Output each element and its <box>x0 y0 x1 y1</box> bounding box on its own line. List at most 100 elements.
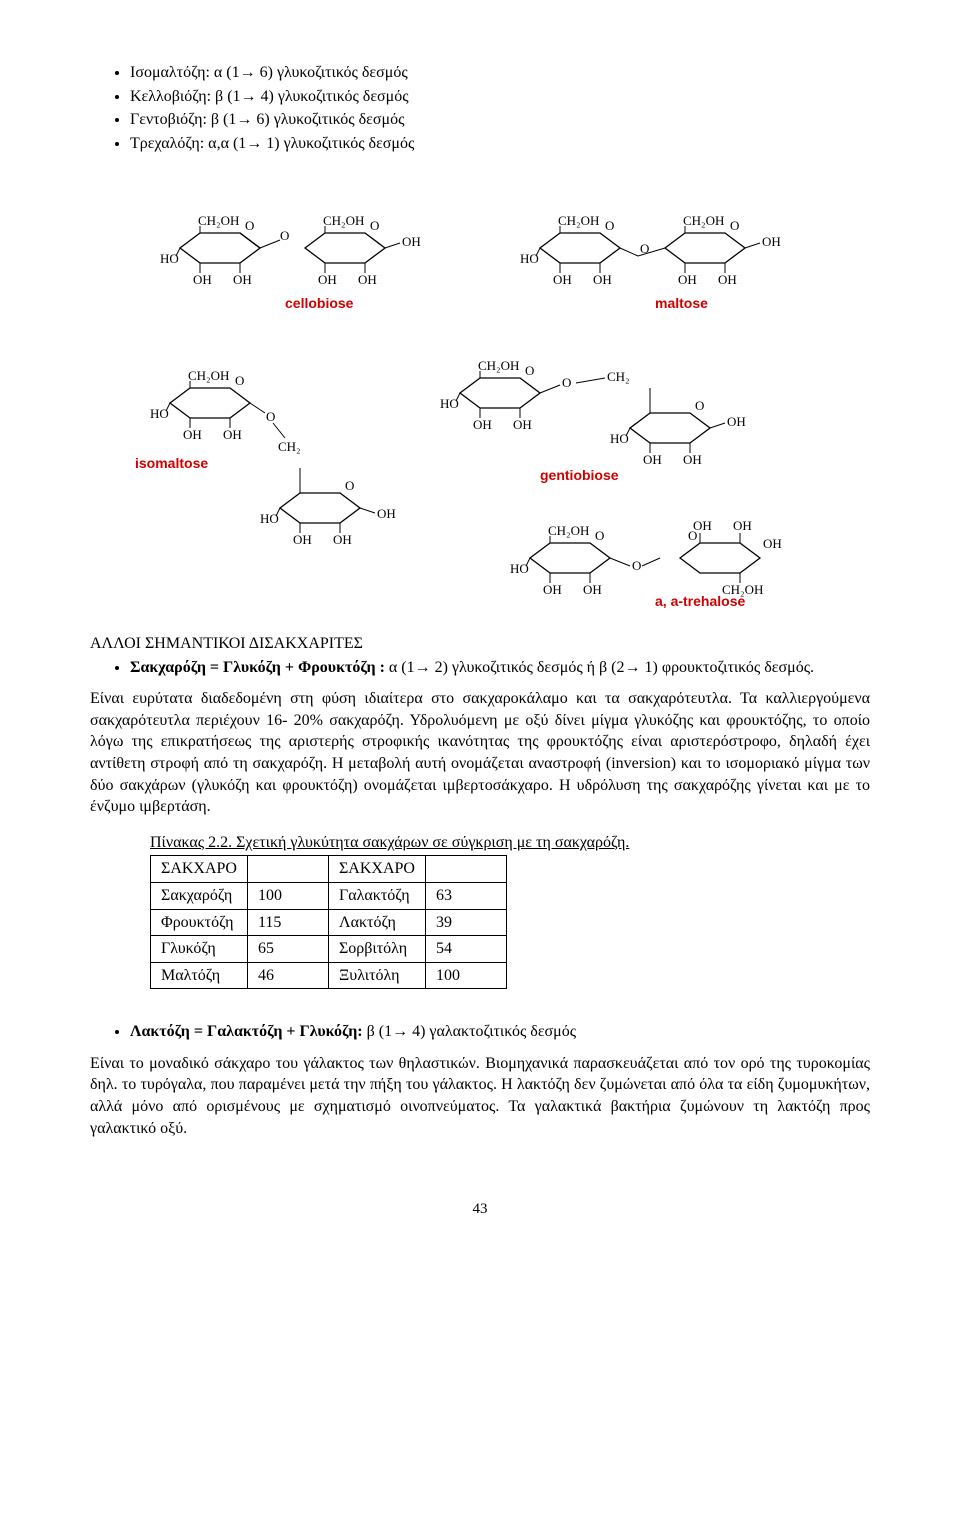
table-caption: Πίνακας 2.2. Σχετική γλυκύτητα σακχάρων … <box>90 832 870 854</box>
table-row: Φρουκτόζη 115 Λακτόζη 39 <box>151 909 507 936</box>
table-row: Σακχαρόζη 100 Γαλακτόζη 63 <box>151 882 507 909</box>
svg-text:O: O <box>562 375 571 390</box>
svg-text:HO: HO <box>150 406 169 421</box>
table-cell: Σορβιτόλη <box>328 936 425 963</box>
table-cell: 54 <box>425 936 506 963</box>
table-header <box>247 856 328 883</box>
table-cell: 46 <box>247 962 328 989</box>
svg-text:OH: OH <box>193 272 212 287</box>
table-cell: Φρουκτόζη <box>151 909 248 936</box>
svg-text:OH: OH <box>233 272 252 287</box>
svg-text:OH: OH <box>683 452 702 467</box>
sweetness-table: ΣΑΚΧΑΡΟ ΣΑΚΧΑΡΟ Σακχαρόζη 100 Γαλακτόζη … <box>150 855 507 989</box>
lactose-text: β (1→ 4) γαλακτοζιτικός δεσμός <box>363 1023 576 1040</box>
table-header: ΣΑΚΧΑΡΟ <box>151 856 248 883</box>
svg-text:OH: OH <box>333 532 352 547</box>
table-cell: Γαλακτόζη <box>328 882 425 909</box>
table-cell: 100 <box>247 882 328 909</box>
svg-text:OH: OH <box>473 417 492 432</box>
table-header <box>425 856 506 883</box>
svg-text:CH₂OH: CH₂OH <box>558 213 599 228</box>
svg-text:OH: OH <box>733 518 752 533</box>
lactose-paragraph: Είναι το μοναδικό σάκχαρο του γάλακτος τ… <box>90 1053 870 1139</box>
svg-text:HO: HO <box>440 396 459 411</box>
svg-text:CH₂OH: CH₂OH <box>478 358 519 373</box>
svg-text:O: O <box>695 398 704 413</box>
svg-text:O: O <box>605 218 614 233</box>
svg-text:CH₂OH: CH₂OH <box>683 213 724 228</box>
table-row: Γλυκόζη 65 Σορβιτόλη 54 <box>151 936 507 963</box>
section-title: ΑΛΛΟΙ ΣΗΜΑΝΤΙΚΟΙ ΔΙΣΑΚΧΑΡΙΤΕΣ <box>90 633 870 655</box>
svg-text:OH: OH <box>553 272 572 287</box>
svg-text:O: O <box>730 218 739 233</box>
svg-text:O: O <box>280 228 289 243</box>
top-bullet-list: Ισομαλτόζη: α (1→ 6) γλυκοζιτικός δεσμός… <box>90 62 870 154</box>
svg-text:CH₂OH: CH₂OH <box>198 213 239 228</box>
svg-text:HO: HO <box>160 251 179 266</box>
svg-text:CH₂OH: CH₂OH <box>548 523 589 538</box>
svg-text:OH: OH <box>318 272 337 287</box>
svg-text:OH: OH <box>727 414 746 429</box>
svg-text:O: O <box>525 363 534 378</box>
svg-text:O: O <box>345 478 354 493</box>
svg-text:O: O <box>632 558 641 573</box>
svg-text:O: O <box>370 218 379 233</box>
svg-text:CH₂OH: CH₂OH <box>188 368 229 383</box>
svg-text:OH: OH <box>718 272 737 287</box>
svg-text:HO: HO <box>610 431 629 446</box>
table-cell: 115 <box>247 909 328 936</box>
svg-text:O: O <box>245 218 254 233</box>
svg-text:OH: OH <box>513 417 532 432</box>
table-cell: 39 <box>425 909 506 936</box>
svg-text:OH: OH <box>678 272 697 287</box>
svg-text:CH₂: CH₂ <box>278 439 301 454</box>
svg-text:cellobiose: cellobiose <box>285 295 354 311</box>
lactose-bullet-list: Λακτόζη = Γαλακτόζη + Γλυκόζη: β (1→ 4) … <box>90 1021 870 1043</box>
list-item: Κελλοβιόζη: β (1→ 4) γλυκοζιτικός δεσμός <box>130 86 870 108</box>
page-number: 43 <box>90 1199 870 1219</box>
lactose-bold: Λακτόζη = Γαλακτόζη + Γλυκόζη: <box>130 1023 363 1040</box>
sucrose-text: α (1→ 2) γλυκοζιτικός δεσμός ή β (2→ 1) … <box>385 659 814 676</box>
table-cell: Σακχαρόζη <box>151 882 248 909</box>
svg-text:OH: OH <box>583 582 602 597</box>
svg-text:maltose: maltose <box>655 295 708 311</box>
table-cell: 63 <box>425 882 506 909</box>
list-item: Ισομαλτόζη: α (1→ 6) γλυκοζιτικός δεσμός <box>130 62 870 84</box>
svg-text:OH: OH <box>293 532 312 547</box>
svg-text:isomaltose: isomaltose <box>135 455 208 471</box>
svg-text:OH: OH <box>183 427 202 442</box>
table-header-row: ΣΑΚΧΑΡΟ ΣΑΚΧΑΡΟ <box>151 856 507 883</box>
table-cell: 65 <box>247 936 328 963</box>
svg-text:O: O <box>266 409 275 424</box>
list-item: Λακτόζη = Γαλακτόζη + Γλυκόζη: β (1→ 4) … <box>130 1021 870 1043</box>
svg-text:OH: OH <box>358 272 377 287</box>
svg-text:CH₂OH: CH₂OH <box>323 213 364 228</box>
svg-text:OH: OH <box>643 452 662 467</box>
table-row: Μαλτόζη 46 Ξυλιτόλη 100 <box>151 962 507 989</box>
svg-text:OH: OH <box>223 427 242 442</box>
svg-text:OH: OH <box>762 234 781 249</box>
table-cell: Μαλτόζη <box>151 962 248 989</box>
svg-text:OH: OH <box>402 234 421 249</box>
list-item: Σακχαρόζη = Γλυκόζη + Φρουκτόζη : α (1→ … <box>130 657 870 679</box>
svg-text:OH: OH <box>693 518 712 533</box>
table-cell: Γλυκόζη <box>151 936 248 963</box>
sucrose-bold: Σακχαρόζη = Γλυκόζη + Φρουκτόζη : <box>130 659 385 676</box>
svg-text:CH₂: CH₂ <box>607 369 630 384</box>
svg-text:OH: OH <box>763 536 782 551</box>
svg-text:OH: OH <box>543 582 562 597</box>
table-cell: Ξυλιτόλη <box>328 962 425 989</box>
svg-text:HO: HO <box>520 251 539 266</box>
svg-text:OH: OH <box>593 272 612 287</box>
svg-text:O: O <box>595 528 604 543</box>
list-item: Γεντοβιόζη: β (1→ 6) γλυκοζιτικός δεσμός <box>130 109 870 131</box>
table-cell: 100 <box>425 962 506 989</box>
svg-text:HO: HO <box>510 561 529 576</box>
svg-text:a, a-trehalose: a, a-trehalose <box>655 593 745 608</box>
table-header: ΣΑΚΧΑΡΟ <box>328 856 425 883</box>
svg-text:OH: OH <box>377 506 396 521</box>
disaccharide-structures-figure: CH₂OH O HO OH OH CH₂OH O O OH OH OH cell… <box>120 168 840 615</box>
svg-text:O: O <box>235 373 244 388</box>
svg-text:gentiobiose: gentiobiose <box>540 467 619 483</box>
svg-text:HO: HO <box>260 511 279 526</box>
